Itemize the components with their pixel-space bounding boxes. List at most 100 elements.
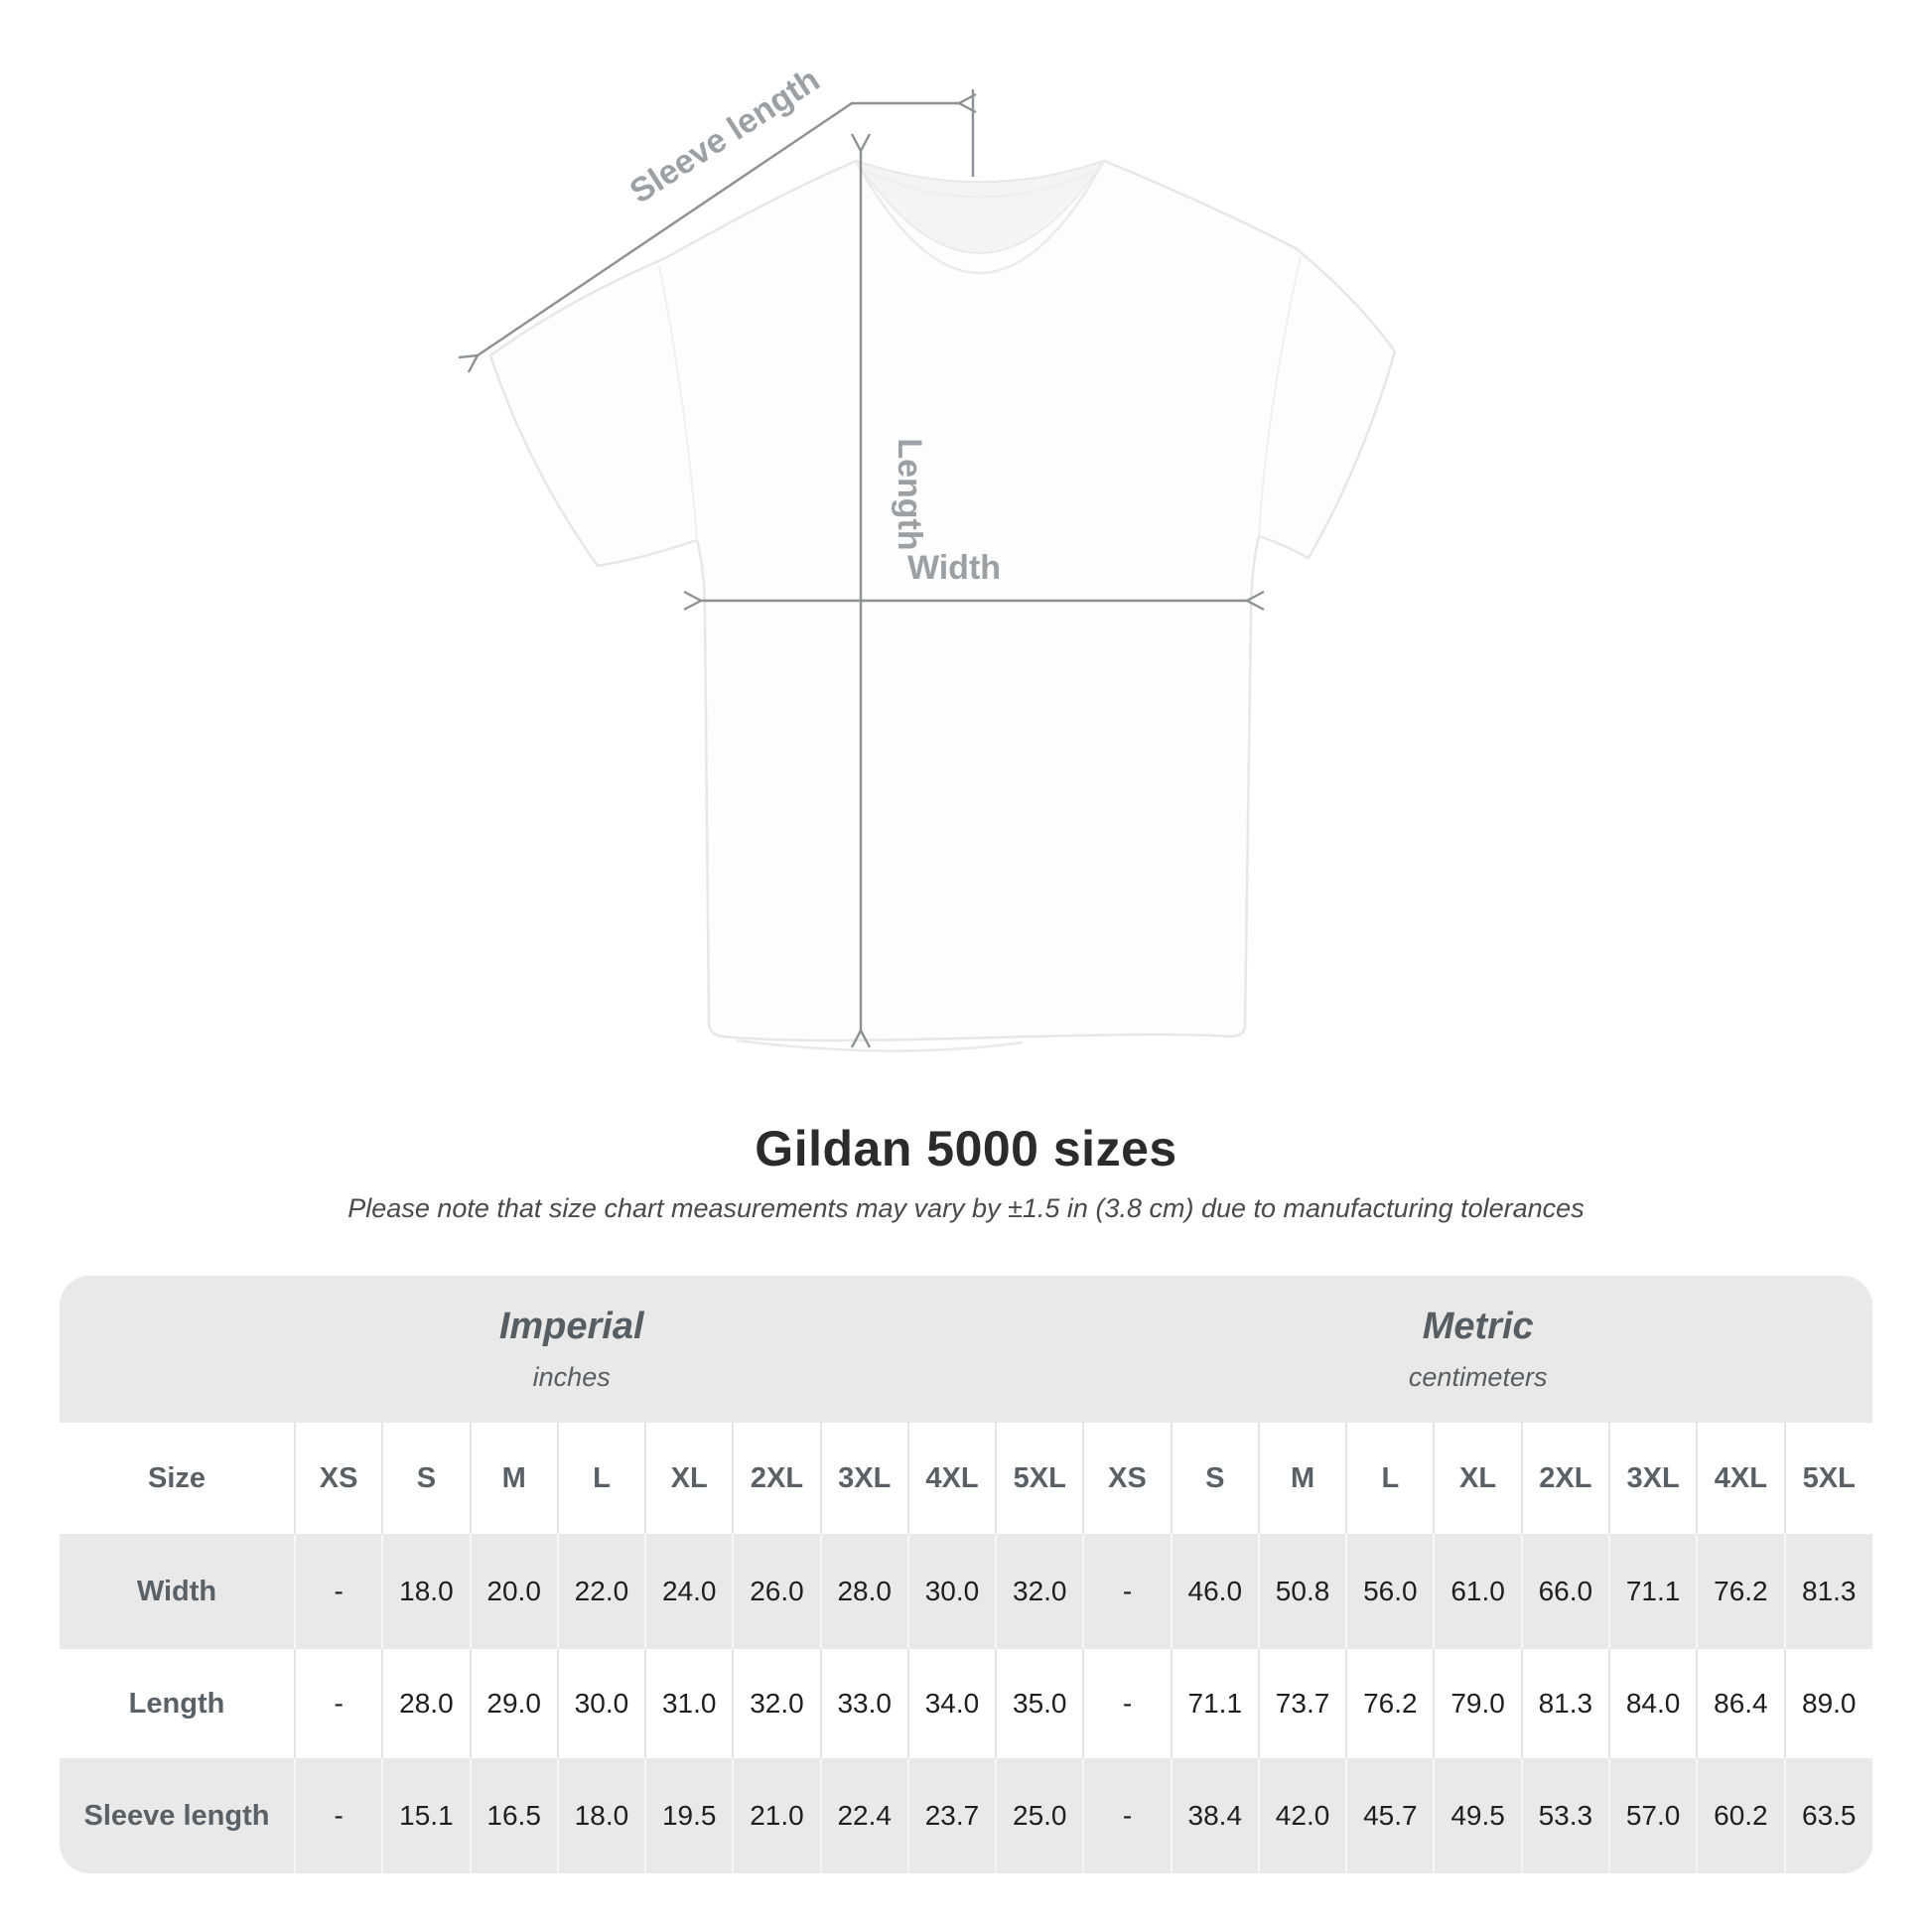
col-metric-l: L — [1345, 1423, 1435, 1534]
col-metric-xl: XL — [1433, 1423, 1522, 1534]
cell: 66.0 — [1520, 1534, 1609, 1649]
cell: 22.4 — [819, 1758, 908, 1873]
table-row-sleeve-length: Sleeve length - 15.1 16.5 18.0 19.5 21.0… — [60, 1758, 1872, 1873]
cell: 81.3 — [1520, 1649, 1609, 1758]
right-sleeve-seam — [1258, 255, 1302, 537]
unit-group-row: Imperial inches Metric centimeters — [60, 1276, 1872, 1423]
col-imperial-3xl: 3XL — [819, 1423, 908, 1534]
col-metric-s: S — [1170, 1423, 1259, 1534]
page-subtitle: Please note that size chart measurements… — [347, 1193, 1585, 1223]
title-block: Gildan 5000 sizes Please note that size … — [0, 1120, 1932, 1224]
cell: - — [293, 1758, 383, 1873]
group-metric-label: Metric — [1422, 1306, 1534, 1347]
cell: 28.0 — [381, 1649, 471, 1758]
cell: 73.7 — [1257, 1649, 1347, 1758]
cell: 79.0 — [1433, 1649, 1522, 1758]
tshirt-graphic — [488, 159, 1397, 1052]
size-table-container: Imperial inches Metric centimeters Size … — [60, 1276, 1872, 1873]
size-table: Imperial inches Metric centimeters Size … — [60, 1276, 1872, 1873]
col-imperial-l: L — [556, 1423, 646, 1534]
row-label-length: Length — [128, 1687, 225, 1720]
cell: 71.1 — [1170, 1649, 1259, 1758]
cell: 89.0 — [1783, 1649, 1872, 1758]
sleeve-length-line — [458, 92, 977, 373]
col-metric-4xl: 4XL — [1696, 1423, 1785, 1534]
length-label: Length — [891, 438, 928, 550]
measurement-lines — [458, 89, 1265, 1048]
col-imperial-s: S — [381, 1423, 471, 1534]
cell: 46.0 — [1170, 1534, 1259, 1649]
cell: 24.0 — [644, 1534, 734, 1649]
cell: 30.0 — [556, 1649, 646, 1758]
cell: - — [1082, 1649, 1172, 1758]
cell: 84.0 — [1607, 1649, 1698, 1758]
cell: 61.0 — [1433, 1534, 1522, 1649]
cell: 21.0 — [732, 1758, 821, 1873]
cell: 60.2 — [1696, 1758, 1785, 1873]
cell: 32.0 — [732, 1649, 821, 1758]
col-metric-xs: XS — [1082, 1423, 1172, 1534]
cell: 42.0 — [1257, 1758, 1347, 1873]
col-metric-3xl: 3XL — [1607, 1423, 1698, 1534]
cell: 31.0 — [644, 1649, 734, 1758]
col-metric-2xl: 2XL — [1520, 1423, 1609, 1534]
cell: 15.1 — [381, 1758, 471, 1873]
cell: 16.5 — [469, 1758, 558, 1873]
col-metric-m: M — [1257, 1423, 1347, 1534]
cell: 18.0 — [556, 1758, 646, 1873]
cell: 63.5 — [1783, 1758, 1872, 1873]
col-imperial-xs: XS — [293, 1423, 383, 1534]
cell: 86.4 — [1696, 1649, 1785, 1758]
cell: 25.0 — [995, 1758, 1084, 1873]
size-header-row: Size XS S M L XL 2XL 3XL 4XL 5XL XS S M … — [60, 1423, 1872, 1534]
cell: 18.0 — [381, 1534, 471, 1649]
table-row-length: Length - 28.0 29.0 30.0 31.0 32.0 33.0 3… — [60, 1649, 1872, 1758]
cell: 50.8 — [1257, 1534, 1347, 1649]
cell: 57.0 — [1607, 1758, 1698, 1873]
cell: 45.7 — [1345, 1758, 1435, 1873]
cell: 33.0 — [819, 1649, 908, 1758]
cell: 38.4 — [1170, 1758, 1259, 1873]
cell: 35.0 — [995, 1649, 1084, 1758]
hem-shadow — [736, 1038, 1024, 1052]
cell: - — [293, 1649, 383, 1758]
group-metric-unit: centimeters — [1408, 1362, 1548, 1392]
cell: 56.0 — [1345, 1534, 1435, 1649]
cell: 23.7 — [906, 1758, 997, 1873]
col-imperial-4xl: 4XL — [906, 1423, 997, 1534]
col-metric-5xl: 5XL — [1783, 1423, 1872, 1534]
group-metric: Metric centimeters — [1083, 1276, 1872, 1423]
cell: 19.5 — [644, 1758, 734, 1873]
size-column-header: Size — [60, 1423, 295, 1534]
cell: 71.1 — [1607, 1534, 1698, 1649]
width-label: Width — [907, 549, 1001, 587]
group-imperial-unit: inches — [532, 1362, 611, 1392]
page-title: Gildan 5000 sizes — [755, 1121, 1177, 1176]
cell: - — [1082, 1758, 1172, 1873]
col-imperial-5xl: 5XL — [995, 1423, 1084, 1534]
table-row-width: Width - 18.0 20.0 22.0 24.0 26.0 28.0 30… — [60, 1534, 1872, 1649]
cell: 81.3 — [1783, 1534, 1872, 1649]
cell: 22.0 — [556, 1534, 646, 1649]
col-imperial-xl: XL — [644, 1423, 734, 1534]
cell: 30.0 — [906, 1534, 997, 1649]
row-label-width: Width — [136, 1575, 217, 1607]
row-label-sleeve-length: Sleeve length — [83, 1799, 270, 1832]
cell: 53.3 — [1520, 1758, 1609, 1873]
tshirt-measurement-diagram: Sleeve length Length Width — [458, 61, 1397, 1052]
cell: 32.0 — [995, 1534, 1084, 1649]
cell: 20.0 — [469, 1534, 558, 1649]
cell: - — [1082, 1534, 1172, 1649]
cell: 76.2 — [1696, 1534, 1785, 1649]
cell: 28.0 — [819, 1534, 908, 1649]
cell: 26.0 — [732, 1534, 821, 1649]
col-imperial-m: M — [469, 1423, 558, 1534]
cell: 29.0 — [469, 1649, 558, 1758]
col-imperial-2xl: 2XL — [732, 1423, 821, 1534]
group-imperial: Imperial inches — [60, 1276, 1084, 1423]
group-imperial-label: Imperial — [498, 1306, 644, 1347]
cell: 49.5 — [1433, 1758, 1522, 1873]
cell: - — [293, 1534, 383, 1649]
cell: 76.2 — [1345, 1649, 1435, 1758]
